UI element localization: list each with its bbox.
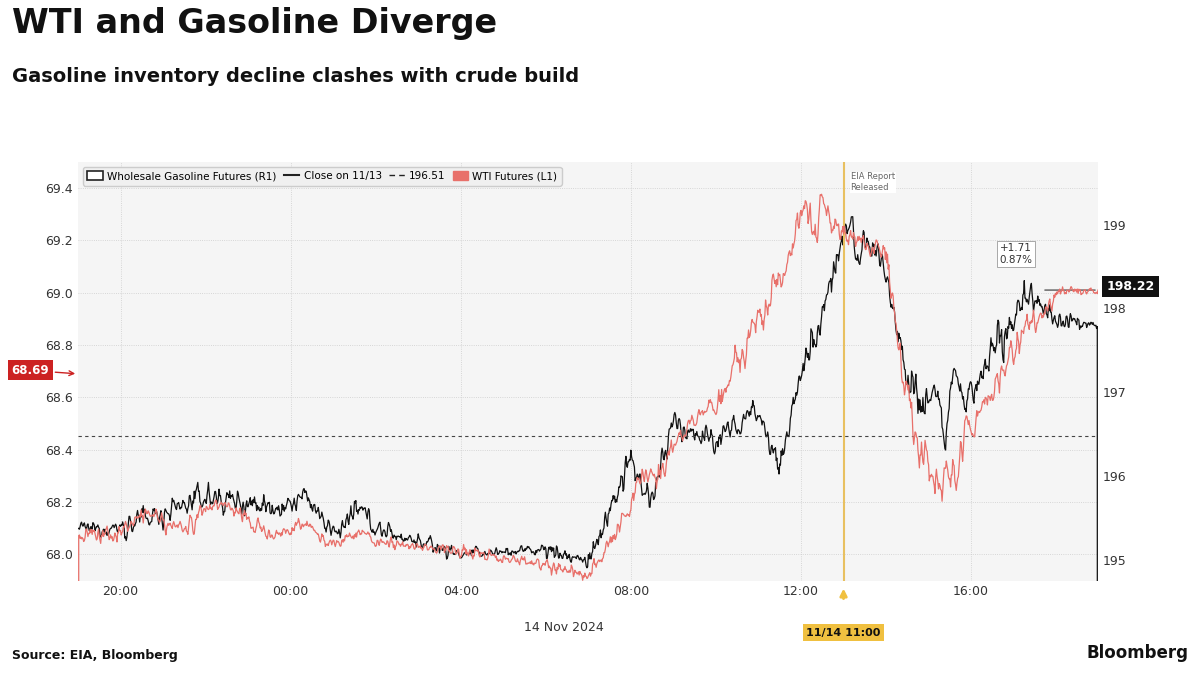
Text: EIA Report
Released: EIA Report Released xyxy=(851,173,895,192)
Text: Gasoline inventory decline clashes with crude build: Gasoline inventory decline clashes with … xyxy=(12,68,580,86)
Text: +1.71
0.87%: +1.71 0.87% xyxy=(1000,243,1032,265)
Text: 11/14 11:00: 11/14 11:00 xyxy=(806,628,881,638)
Text: 198.22: 198.22 xyxy=(1106,280,1154,293)
Text: Source: EIA, Bloomberg: Source: EIA, Bloomberg xyxy=(12,649,178,662)
Text: Bloomberg: Bloomberg xyxy=(1086,643,1188,662)
Text: 68.69: 68.69 xyxy=(11,364,73,377)
Text: 14 Nov 2024: 14 Nov 2024 xyxy=(524,621,604,634)
Text: WTI and Gasoline Diverge: WTI and Gasoline Diverge xyxy=(12,7,497,40)
Legend: Wholesale Gasoline Futures (R1), Close on 11/13, 196.51, WTI Futures (L1): Wholesale Gasoline Futures (R1), Close o… xyxy=(83,167,562,186)
